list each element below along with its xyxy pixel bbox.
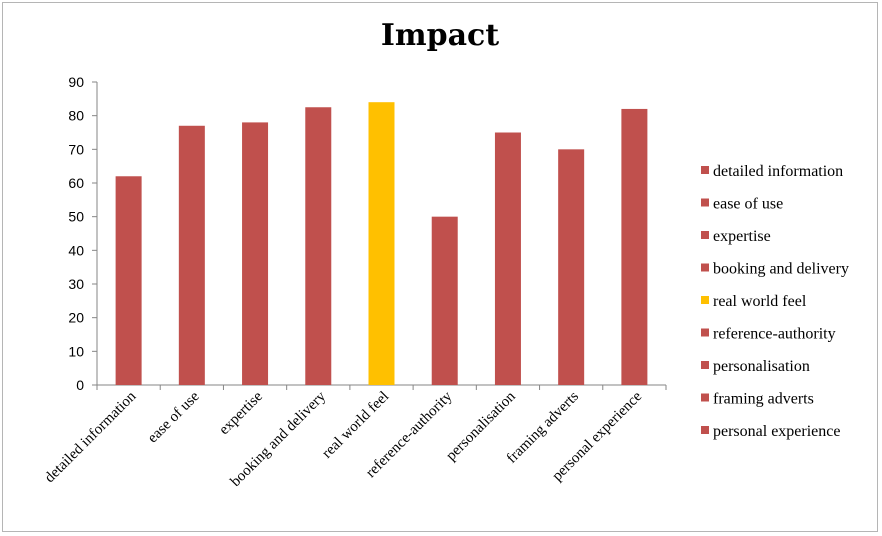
- legend-label: expertise: [713, 228, 771, 245]
- legend-swatch: [701, 263, 709, 272]
- x-tick-label: expertise: [216, 388, 266, 438]
- legend-swatch: [701, 166, 709, 174]
- legend-swatch: [701, 361, 709, 369]
- legend-swatch: [701, 296, 709, 304]
- bar: [115, 176, 142, 385]
- y-tick-label: 70: [68, 141, 84, 157]
- legend-label: personal experience: [713, 423, 840, 440]
- y-tick-label: 0: [76, 377, 84, 393]
- y-tick-label: 80: [68, 108, 84, 124]
- y-tick-label: 10: [68, 343, 84, 359]
- legend-label: real world feel: [713, 293, 807, 310]
- chart-title: Impact: [380, 18, 500, 53]
- x-tick-label: ease of use: [145, 388, 203, 446]
- legend-label: detailed information: [713, 163, 843, 180]
- y-tick-label: 40: [68, 242, 84, 258]
- legend-swatch: [701, 198, 709, 207]
- bar: [242, 122, 269, 386]
- y-tick-label: 50: [68, 209, 84, 225]
- bar: [494, 132, 521, 385]
- bar: [558, 149, 585, 385]
- bar: [368, 102, 395, 385]
- legend-swatch: [701, 426, 709, 434]
- legend-swatch: [701, 393, 709, 402]
- legend-swatch: [701, 328, 709, 337]
- legend-label: reference-authority: [713, 326, 836, 343]
- bar: [621, 108, 648, 385]
- bar: [305, 107, 332, 385]
- y-tick-label: 30: [68, 276, 84, 292]
- y-tick-label: 90: [68, 74, 84, 90]
- y-tick-label: 20: [68, 310, 84, 326]
- bar: [178, 125, 205, 386]
- x-tick-label: detailed information: [42, 388, 140, 486]
- bar: [431, 216, 458, 385]
- legend-label: booking and delivery: [713, 261, 849, 278]
- legend-swatch: [701, 231, 709, 239]
- legend-label: framing adverts: [713, 391, 814, 408]
- legend-label: ease of use: [713, 196, 783, 213]
- y-tick-label: 60: [68, 175, 84, 191]
- legend-label: personalisation: [713, 358, 810, 375]
